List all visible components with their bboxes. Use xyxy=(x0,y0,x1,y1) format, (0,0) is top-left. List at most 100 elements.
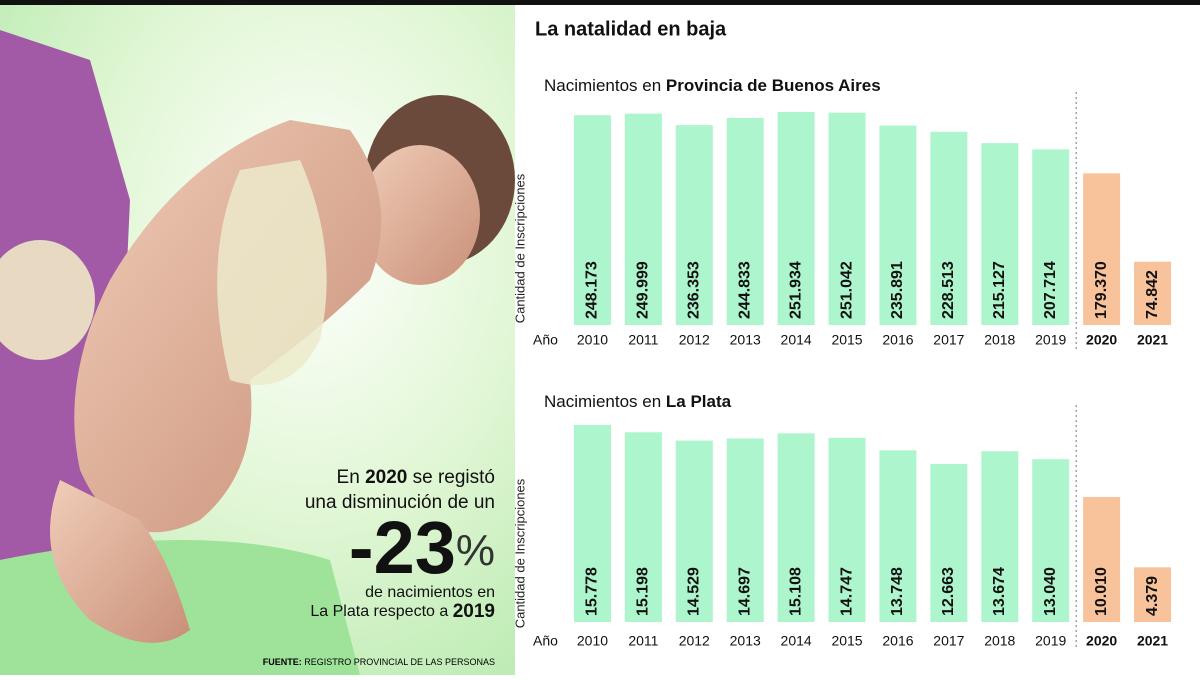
x-tick-label: 2017 xyxy=(933,332,964,348)
value-label: 14.747 xyxy=(838,567,855,616)
value-label: 236.353 xyxy=(686,261,703,319)
value-label: 228.513 xyxy=(940,261,957,319)
x-tick-label: 2015 xyxy=(831,332,862,348)
main-title: La natalidad en baja xyxy=(535,18,727,40)
bar xyxy=(1083,497,1121,622)
x-tick-label: 2019 xyxy=(1035,633,1066,649)
x-tick-label: 2014 xyxy=(781,332,812,348)
chart-title-text: Nacimientos en xyxy=(544,76,661,95)
value-label: 13.040 xyxy=(1042,567,1059,616)
callout-big: -23% xyxy=(349,506,495,589)
value-label: 15.108 xyxy=(787,567,804,616)
callout-line: La Plata respecto a 2019 xyxy=(310,601,495,622)
value-label: 244.833 xyxy=(736,261,753,319)
y-axis-label: Cantidad de Inscripciones xyxy=(512,478,527,628)
x-axis-label: Año xyxy=(533,332,558,348)
bar xyxy=(930,131,968,325)
value-label: 207.714 xyxy=(1042,261,1059,319)
callout-line: una disminución de un xyxy=(305,492,495,513)
bar xyxy=(981,451,1019,622)
value-label: 249.999 xyxy=(635,261,652,319)
chart-title: Nacimientos en Provincia de Buenos Aires xyxy=(544,76,881,95)
head xyxy=(360,145,480,285)
bar xyxy=(879,125,917,325)
value-label: 74.842 xyxy=(1144,270,1161,319)
value-label: 10.010 xyxy=(1093,567,1110,616)
top-bar xyxy=(0,0,1200,5)
value-label: 14.529 xyxy=(686,567,703,616)
bar xyxy=(1032,459,1070,622)
x-tick-label: 2021 xyxy=(1137,332,1168,348)
bar xyxy=(573,425,611,622)
value-label: 215.127 xyxy=(991,261,1008,319)
bar xyxy=(726,118,764,326)
callout-number: -23 xyxy=(349,506,456,589)
x-tick-label: 2010 xyxy=(577,633,608,649)
bar xyxy=(1134,567,1172,622)
chart-title-emphasis: La Plata xyxy=(666,392,732,411)
bar xyxy=(930,463,968,622)
x-tick-label: 2016 xyxy=(882,332,913,348)
value-label: 248.173 xyxy=(584,261,601,319)
chart-title-text: Nacimientos en xyxy=(544,392,661,411)
x-tick-label: 2013 xyxy=(730,332,761,348)
x-tick-label: 2015 xyxy=(831,633,862,649)
bar xyxy=(573,115,611,325)
y-axis-label: Cantidad de Inscripciones xyxy=(512,173,527,323)
bar xyxy=(675,440,713,622)
bar xyxy=(981,143,1019,325)
value-label: 13.748 xyxy=(889,567,906,616)
x-tick-label: 2011 xyxy=(628,332,658,348)
callout-year: 2019 xyxy=(453,601,495,622)
value-label: 15.198 xyxy=(635,567,652,616)
value-label: 179.370 xyxy=(1093,261,1110,319)
x-tick-label: 2016 xyxy=(882,633,913,649)
x-tick-label: 2020 xyxy=(1086,332,1117,348)
glove xyxy=(217,160,327,385)
source-label: FUENTE: xyxy=(263,657,302,667)
hand xyxy=(0,240,95,360)
value-label: 12.663 xyxy=(940,567,957,616)
x-tick-label: 2012 xyxy=(679,633,710,649)
x-tick-label: 2020 xyxy=(1086,633,1117,649)
callout-unit: % xyxy=(456,526,495,575)
callout-line: En 2020 se registó xyxy=(337,467,495,488)
x-tick-label: 2018 xyxy=(984,332,1015,348)
callout-text: se registó xyxy=(413,467,495,488)
value-label: 15.778 xyxy=(584,567,601,616)
x-axis-label: Año xyxy=(533,633,558,649)
chart-title-emphasis: Provincia de Buenos Aires xyxy=(666,76,881,95)
bar xyxy=(1134,261,1172,325)
x-tick-label: 2012 xyxy=(679,332,710,348)
bar xyxy=(777,112,815,325)
value-label: 251.042 xyxy=(838,261,855,319)
x-tick-label: 2017 xyxy=(933,633,964,649)
value-label: 13.674 xyxy=(991,567,1008,616)
value-label: 14.697 xyxy=(736,567,753,616)
source-text: REGISTRO PROVINCIAL DE LAS PERSONAS xyxy=(304,657,495,667)
photo xyxy=(0,5,515,675)
value-label: 235.891 xyxy=(889,261,906,319)
bar xyxy=(726,438,764,622)
callout-text: En xyxy=(337,467,360,488)
callout-text: La Plata respecto a xyxy=(310,603,448,620)
value-label: 4.379 xyxy=(1144,576,1161,616)
bar xyxy=(1083,173,1121,325)
bar xyxy=(624,113,662,326)
bar xyxy=(828,437,866,622)
callout-year: 2020 xyxy=(365,467,407,488)
x-tick-label: 2019 xyxy=(1035,332,1066,348)
x-tick-label: 2010 xyxy=(577,332,608,348)
leg xyxy=(50,480,190,643)
x-tick-label: 2014 xyxy=(781,633,812,649)
x-tick-label: 2021 xyxy=(1137,633,1168,649)
bar xyxy=(828,112,866,325)
x-tick-label: 2018 xyxy=(984,633,1015,649)
callout-line: de nacimientos en xyxy=(365,584,495,601)
callout: En 2020 se registó una disminución de un… xyxy=(305,467,495,622)
x-tick-label: 2013 xyxy=(730,633,761,649)
bar xyxy=(777,433,815,622)
value-label: 251.934 xyxy=(787,261,804,319)
